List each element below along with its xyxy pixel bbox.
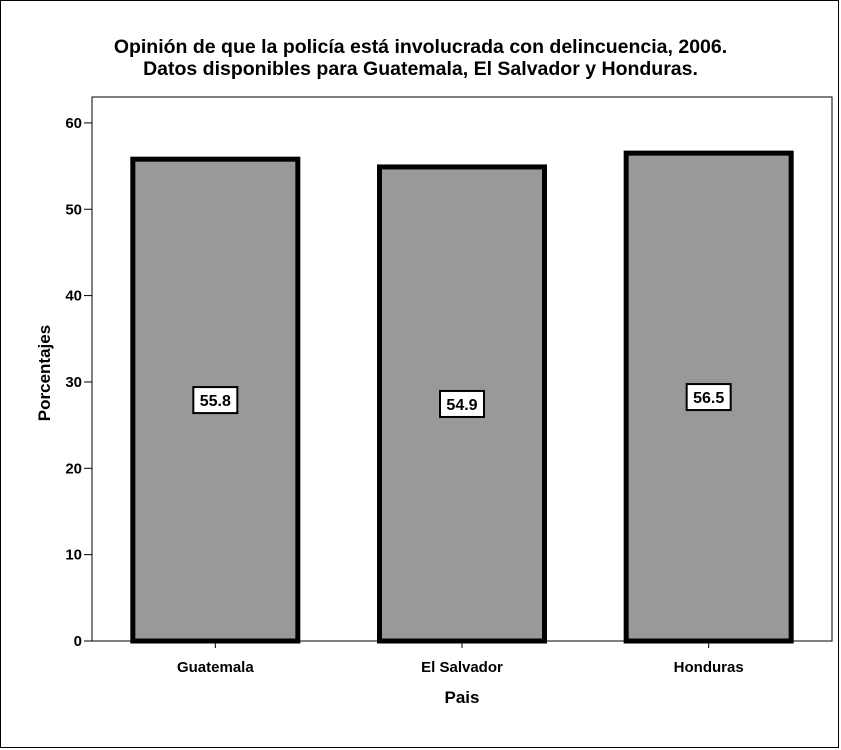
y-tick-label: 40 bbox=[65, 288, 82, 305]
data-label-box bbox=[439, 389, 485, 418]
bars: 55.8 54.9 56.5 bbox=[130, 150, 794, 644]
y-tick-label: 0 bbox=[74, 633, 82, 650]
data-label: 54.9 bbox=[446, 397, 477, 414]
x-axis-ticks: Guatemala El Salvador Honduras bbox=[177, 641, 744, 676]
chart-title: Opinión de que la policía está involucra… bbox=[0, 36, 841, 80]
y-tick-label: 50 bbox=[65, 201, 82, 218]
x-tick-label: Guatemala bbox=[177, 659, 254, 676]
y-tick-label: 10 bbox=[65, 547, 82, 564]
y-tick-label: 20 bbox=[65, 460, 82, 477]
chart-title-line-2: Datos disponibles para Guatemala, El Sal… bbox=[143, 58, 698, 80]
x-tick-label: El Salvador bbox=[421, 659, 503, 676]
data-label-box bbox=[192, 386, 239, 415]
y-tick-label: 30 bbox=[65, 374, 82, 391]
y-axis-title: Porcentajes bbox=[35, 325, 54, 421]
chart-title-line-1: Opinión de que la policía está involucra… bbox=[113, 36, 728, 58]
x-tick-label: Honduras bbox=[674, 659, 744, 676]
x-axis-title: Pais bbox=[445, 688, 480, 707]
y-axis-ticks: 0 10 20 30 40 50 60 bbox=[65, 115, 92, 650]
y-tick-label: 60 bbox=[65, 115, 82, 132]
data-label-box bbox=[685, 383, 732, 412]
data-label: 55.8 bbox=[200, 393, 231, 410]
data-label: 56.5 bbox=[693, 390, 724, 407]
